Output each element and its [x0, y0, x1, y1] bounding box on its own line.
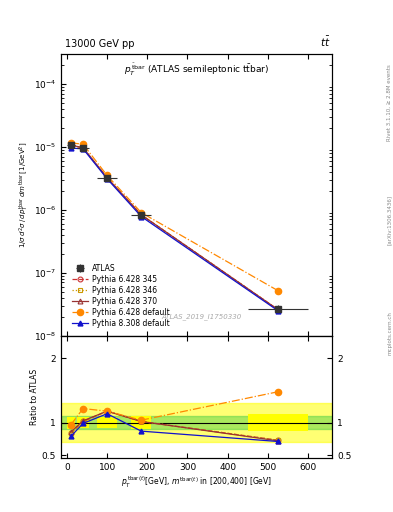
Bar	[97, 417, 117, 429]
Pythia 6.428 default	[69, 140, 73, 146]
Pythia 6.428 345	[69, 142, 73, 148]
Pythia 6.428 346	[105, 175, 110, 181]
Legend: ATLAS, Pythia 6.428 345, Pythia 6.428 346, Pythia 6.428 370, Pythia 6.428 defaul: ATLAS, Pythia 6.428 345, Pythia 6.428 34…	[70, 263, 171, 329]
Pythia 8.308 default	[69, 145, 73, 151]
Pythia 6.428 346	[139, 212, 143, 218]
Text: mcplots.cern.ch: mcplots.cern.ch	[387, 311, 392, 355]
Line: Pythia 6.428 default: Pythia 6.428 default	[68, 140, 281, 294]
Pythia 6.428 default	[275, 288, 280, 294]
X-axis label: $p_T^{\,\mathrm{tbar}(t)}$[GeV], $m^{\,\mathrm{tbar}(t)}$ in [200,400] [GeV]: $p_T^{\,\mathrm{tbar}(t)}$[GeV], $m^{\,\…	[121, 475, 272, 490]
Pythia 8.308 default	[105, 176, 110, 182]
Pythia 6.428 370	[69, 142, 73, 148]
Pythia 6.428 default	[139, 209, 143, 216]
Y-axis label: $1/\sigma\,d^2\sigma\,/\,dp_T^{\,\mathrm{tbar}}\,dm^{\,\mathrm{tbar}}\,[1/\mathr: $1/\sigma\,d^2\sigma\,/\,dp_T^{\,\mathrm…	[17, 141, 31, 248]
Pythia 6.428 370	[275, 307, 280, 313]
Pythia 6.428 345	[139, 212, 143, 218]
Line: Pythia 8.308 default: Pythia 8.308 default	[68, 146, 280, 313]
Pythia 6.428 default	[105, 173, 110, 179]
Text: $p_T^{\,\mathrm{\bar{t}bar}}$ (ATLAS semileptonic t$\bar{\mathrm{t}}$bar): $p_T^{\,\mathrm{\bar{t}bar}}$ (ATLAS sem…	[124, 62, 269, 78]
Text: 13000 GeV pp: 13000 GeV pp	[65, 38, 134, 49]
Pythia 8.308 default	[81, 146, 85, 152]
Pythia 6.428 346	[81, 145, 85, 151]
Bar	[61, 416, 332, 429]
Line: Pythia 6.428 370: Pythia 6.428 370	[68, 143, 280, 312]
Pythia 6.428 370	[105, 175, 110, 181]
Bar	[77, 417, 89, 428]
Pythia 6.428 346	[275, 307, 280, 313]
Pythia 6.428 345	[275, 307, 280, 313]
Text: $t\bar{t}$: $t\bar{t}$	[320, 34, 330, 49]
Pythia 6.428 345	[81, 145, 85, 151]
Pythia 6.428 370	[81, 144, 85, 151]
Pythia 8.308 default	[275, 308, 280, 314]
Text: Rivet 3.1.10, ≥ 2.8M events: Rivet 3.1.10, ≥ 2.8M events	[387, 64, 392, 141]
Text: [arXiv:1306.3436]: [arXiv:1306.3436]	[387, 195, 392, 245]
Pythia 8.308 default	[139, 214, 143, 220]
Y-axis label: Ratio to ATLAS: Ratio to ATLAS	[30, 369, 39, 425]
Line: Pythia 6.428 346: Pythia 6.428 346	[68, 143, 280, 312]
Text: ATLAS_2019_I1750330: ATLAS_2019_I1750330	[162, 313, 242, 320]
Line: Pythia 6.428 345: Pythia 6.428 345	[68, 143, 280, 312]
Pythia 6.428 370	[139, 212, 143, 218]
Bar	[131, 416, 151, 430]
Pythia 6.428 default	[81, 141, 85, 147]
Pythia 6.428 346	[69, 142, 73, 148]
Pythia 6.428 345	[105, 175, 110, 181]
Bar	[61, 403, 332, 442]
Bar	[67, 417, 75, 429]
Bar	[248, 414, 308, 431]
